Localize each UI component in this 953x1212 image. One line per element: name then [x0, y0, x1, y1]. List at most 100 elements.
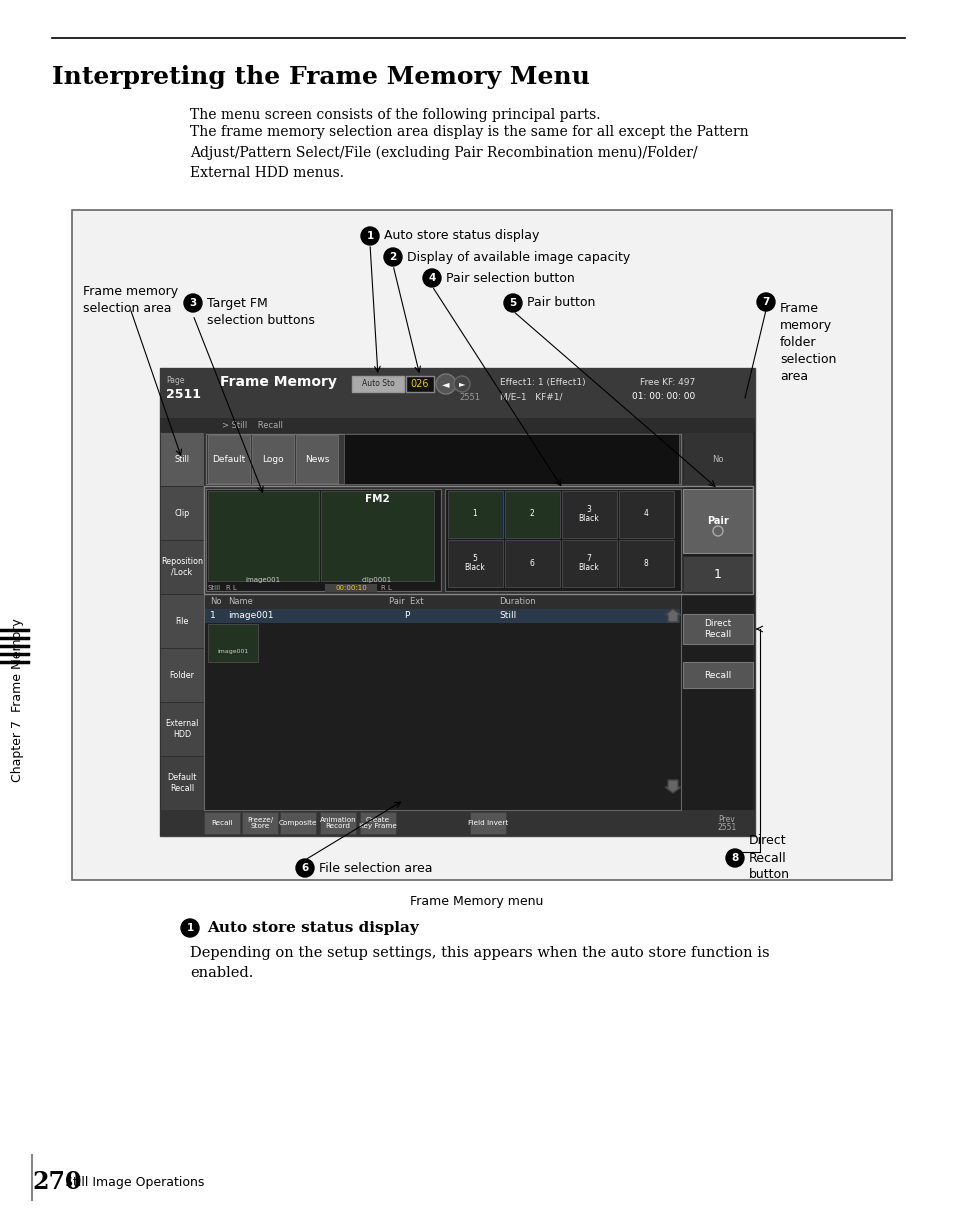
Text: Logo: Logo	[262, 454, 283, 463]
Text: Still: Still	[498, 612, 516, 621]
Bar	[204, 431, 682, 486]
Text: File selection area: File selection area	[318, 862, 432, 875]
Text: Composite: Composite	[278, 821, 317, 827]
Bar	[561, 491, 617, 538]
Text: Reposition
/Lock: Reposition /Lock	[161, 558, 203, 577]
Text: Auto store status display: Auto store status display	[384, 229, 538, 242]
Text: 026: 026	[411, 379, 429, 389]
Circle shape	[384, 248, 401, 265]
Text: Recall: Recall	[211, 821, 233, 827]
Bar	[204, 594, 752, 810]
Circle shape	[295, 859, 314, 877]
Bar	[295, 435, 337, 484]
Bar	[618, 491, 673, 538]
Text: Still Image Operations: Still Image Operations	[65, 1176, 204, 1189]
Bar	[319, 812, 355, 834]
Text: image001: image001	[217, 650, 249, 654]
Text: Freeze/
Store: Freeze/ Store	[247, 817, 273, 829]
Text: Pair: Pair	[706, 516, 728, 526]
Text: Auto Sto: Auto Sto	[361, 379, 394, 389]
Text: Frame
memory
folder
selection
area: Frame memory folder selection area	[780, 302, 836, 383]
Bar	[208, 435, 250, 484]
Bar	[160, 541, 204, 594]
Text: Animation
Record: Animation Record	[319, 817, 355, 829]
Text: Direct
Recall: Direct Recall	[703, 619, 731, 639]
Bar	[449, 492, 501, 537]
Text: image001: image001	[228, 612, 274, 621]
Bar	[160, 431, 204, 486]
Bar	[470, 812, 505, 834]
Text: Depending on the setup settings, this appears when the auto store function is
en: Depending on the setup settings, this ap…	[190, 947, 769, 981]
Text: 6: 6	[301, 863, 309, 873]
Text: Frame Memory menu: Frame Memory menu	[410, 894, 543, 908]
Text: 2551: 2551	[459, 394, 480, 402]
Bar	[160, 368, 754, 836]
Bar	[406, 376, 434, 391]
Bar	[682, 488, 752, 553]
Bar	[448, 491, 502, 538]
Text: 4: 4	[643, 509, 648, 519]
Text: Still: Still	[208, 585, 221, 591]
Text: Duration: Duration	[498, 598, 535, 606]
Text: Display of available image capacity: Display of available image capacity	[407, 251, 630, 263]
Bar	[352, 376, 403, 391]
Bar	[504, 541, 559, 587]
Bar	[320, 491, 434, 581]
Text: File: File	[175, 617, 189, 625]
Text: M/E–1   KF#1/: M/E–1 KF#1/	[499, 391, 562, 401]
Circle shape	[360, 227, 378, 245]
Circle shape	[757, 293, 774, 311]
Bar	[160, 810, 754, 836]
Text: The frame memory selection area display is the same for all except the Pattern
A: The frame memory selection area display …	[190, 125, 748, 179]
Circle shape	[181, 919, 199, 937]
Circle shape	[725, 848, 743, 867]
Bar	[204, 486, 682, 594]
Bar	[205, 608, 679, 623]
Text: 7: 7	[761, 297, 769, 307]
Bar	[208, 624, 257, 662]
Text: 1: 1	[210, 612, 215, 621]
Text: 5: 5	[509, 298, 517, 308]
FancyArrow shape	[664, 608, 680, 622]
Text: No: No	[210, 598, 221, 606]
Text: > Still    Recall: > Still Recall	[222, 421, 283, 429]
Text: 6: 6	[529, 559, 534, 567]
Text: Frame Memory: Frame Memory	[220, 375, 336, 389]
Bar	[682, 431, 752, 486]
Circle shape	[503, 295, 521, 311]
Text: Free KF: 497: Free KF: 497	[639, 378, 695, 387]
Bar	[505, 492, 558, 537]
Text: R L: R L	[226, 585, 236, 591]
Text: 1: 1	[366, 231, 374, 241]
Text: 01: 00: 00: 00: 01: 00: 00: 00	[631, 391, 695, 401]
Text: 3
Black: 3 Black	[578, 504, 598, 524]
Text: No: No	[712, 454, 723, 463]
Bar	[204, 486, 752, 594]
Text: External
HDD: External HDD	[165, 719, 198, 738]
Bar	[444, 488, 680, 591]
Bar	[682, 662, 752, 688]
Text: clip0001: clip0001	[361, 577, 392, 583]
Text: Frame memory
selection area: Frame memory selection area	[83, 285, 178, 315]
Text: Prev: Prev	[718, 814, 735, 824]
Circle shape	[422, 269, 440, 287]
Text: Chapter 7  Frame Memory: Chapter 7 Frame Memory	[11, 618, 25, 782]
Bar	[448, 541, 502, 587]
Text: Target FM
selection buttons: Target FM selection buttons	[207, 297, 314, 327]
Text: Pair  Ext: Pair Ext	[389, 598, 423, 606]
Text: 7
Black: 7 Black	[578, 554, 598, 572]
Text: FM2: FM2	[364, 494, 389, 504]
Text: 3: 3	[190, 298, 196, 308]
Text: The menu screen consists of the following principal parts.: The menu screen consists of the followin…	[190, 108, 599, 122]
Text: image001: image001	[245, 577, 280, 583]
FancyArrow shape	[664, 781, 680, 793]
Bar	[205, 595, 679, 608]
Text: R L: R L	[380, 585, 392, 591]
Text: 270: 270	[32, 1170, 81, 1194]
Text: Folder: Folder	[170, 670, 194, 680]
Text: Recall: Recall	[703, 670, 731, 680]
Text: 1: 1	[472, 509, 476, 519]
Text: Name: Name	[228, 598, 253, 606]
Bar	[160, 418, 754, 431]
Text: Default: Default	[213, 454, 245, 463]
